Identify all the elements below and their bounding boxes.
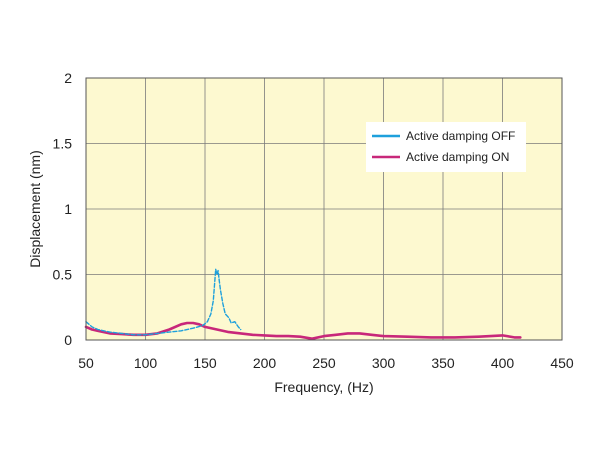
y-tick-label: 1 xyxy=(64,201,72,217)
y-axis-label: Displacement (nm) xyxy=(27,150,43,267)
legend-label-off: Active damping OFF xyxy=(406,129,515,143)
legend-box xyxy=(366,122,526,172)
series-layer xyxy=(84,268,522,340)
legend: Active damping OFF Active damping ON xyxy=(366,122,526,172)
y-tick-label: 0 xyxy=(64,332,72,348)
tick-labels: 50 100 150 200 250 300 350 400 450 0 0.5 1 1.5 2 xyxy=(53,70,574,371)
plot-frame xyxy=(85,77,563,341)
series-line-off xyxy=(85,268,242,336)
y-tick-label: 2 xyxy=(64,70,72,86)
x-tick-label: 400 xyxy=(491,355,515,371)
x-tick-label: 250 xyxy=(312,355,336,371)
y-tick-label: 0.5 xyxy=(53,267,73,283)
x-axis-label: Frequency, (Hz) xyxy=(274,379,373,395)
x-tick-label: 300 xyxy=(372,355,396,371)
x-tick-label: 50 xyxy=(78,355,94,371)
x-tick-label: 350 xyxy=(431,355,455,371)
legend-label-on: Active damping ON xyxy=(406,150,509,164)
x-tick-label: 450 xyxy=(550,355,574,371)
x-tick-label: 100 xyxy=(134,355,158,371)
y-tick-label: 1.5 xyxy=(53,136,73,152)
x-tick-label: 150 xyxy=(193,355,217,371)
x-tick-label: 200 xyxy=(253,355,277,371)
